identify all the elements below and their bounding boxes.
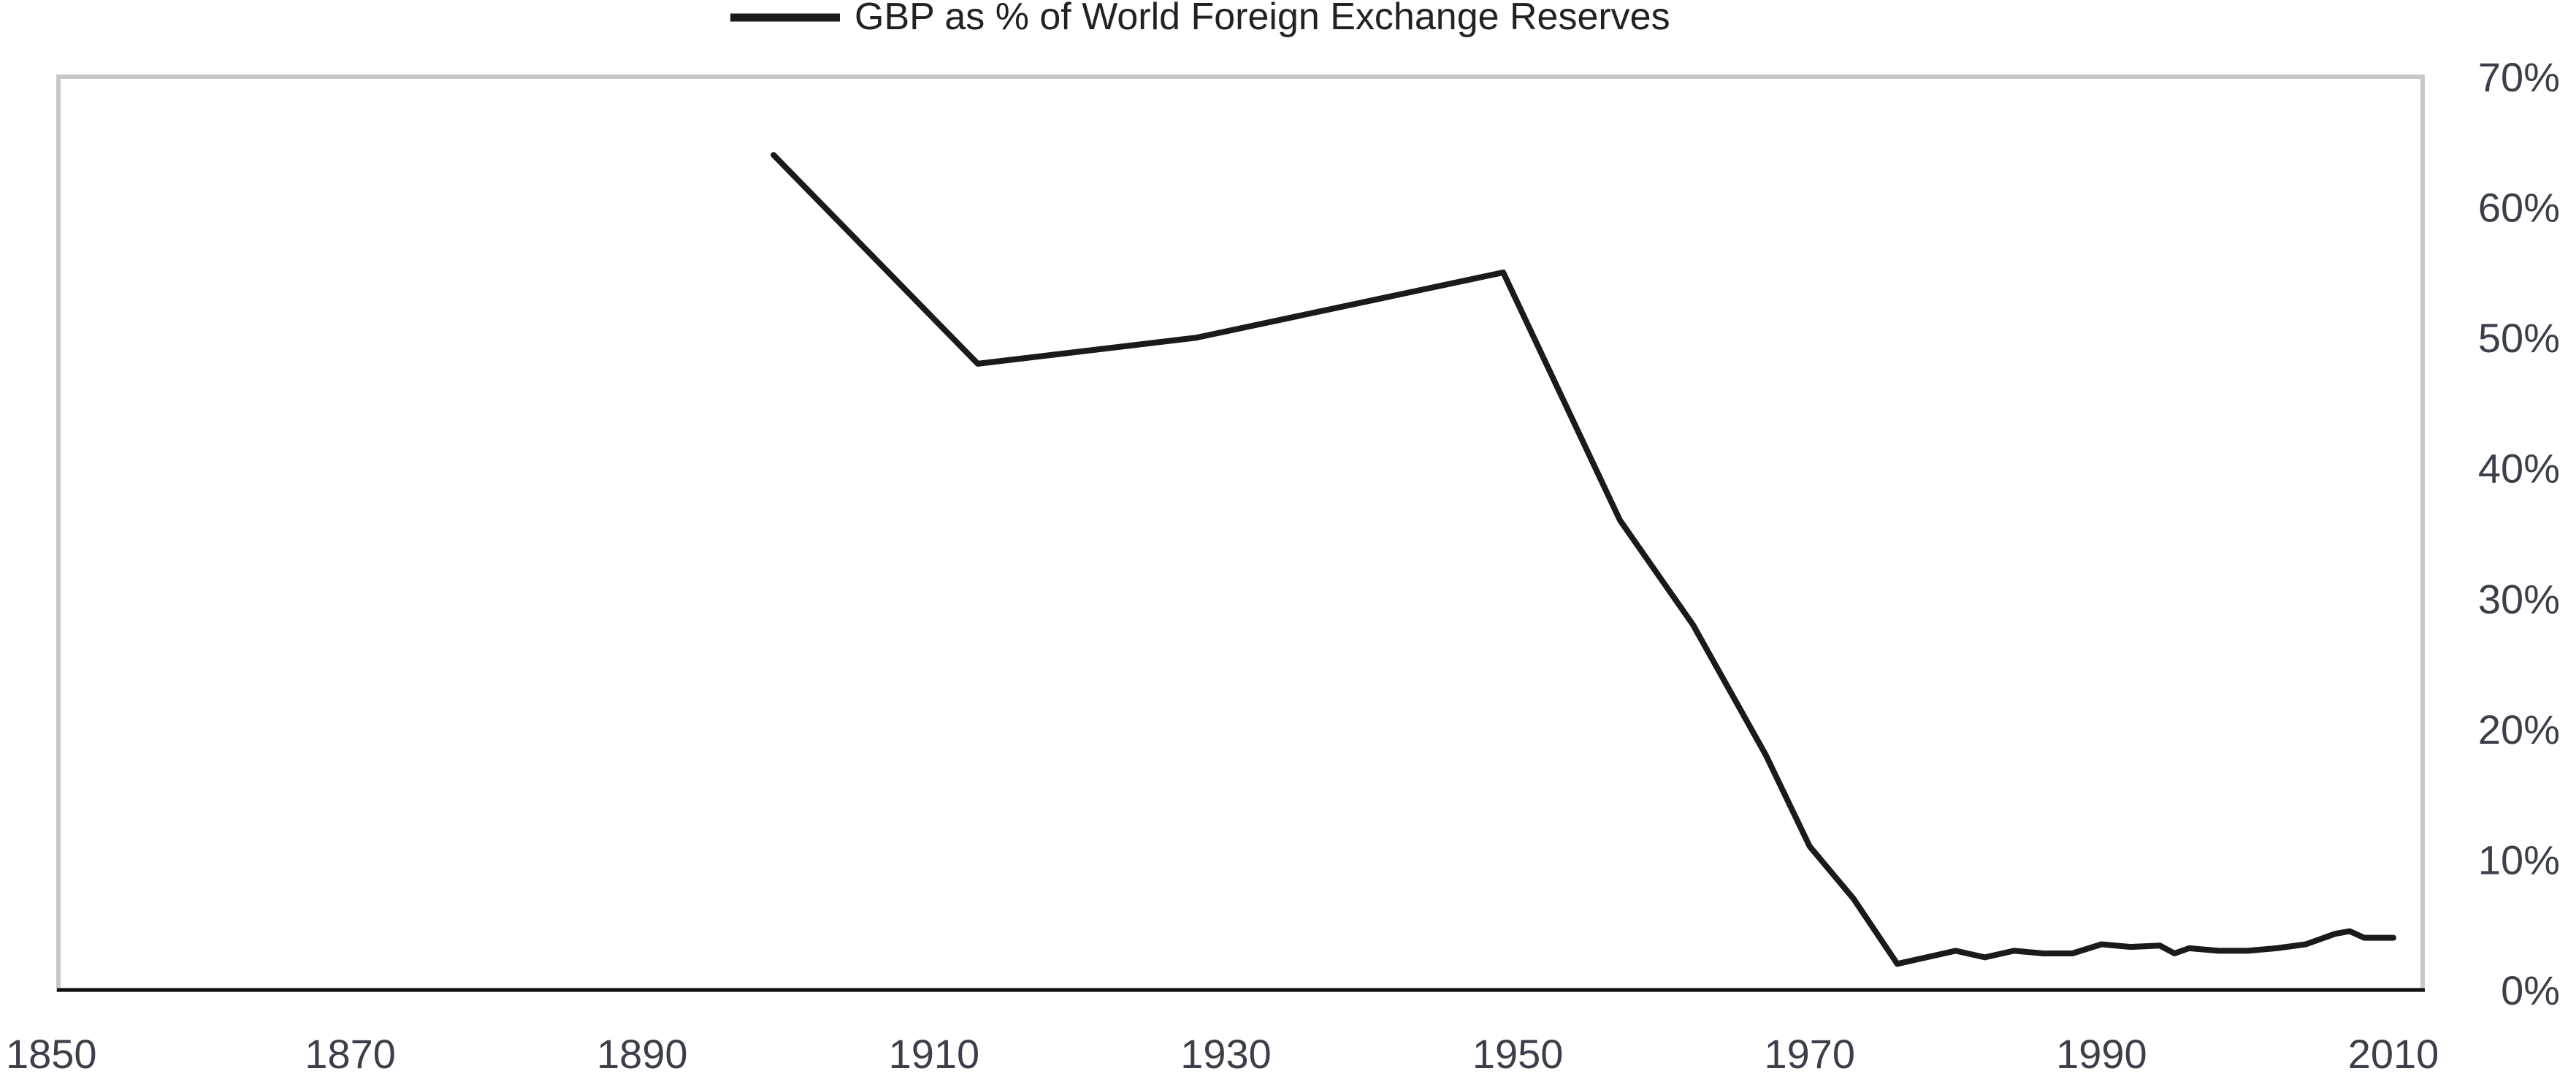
legend-label: GBP as % of World Foreign Exchange Reser… [855, 0, 1670, 38]
x-tick-label: 1850 [6, 1031, 97, 1077]
x-tick-label: 2010 [2348, 1031, 2439, 1077]
x-tick-label: 1910 [889, 1031, 980, 1077]
x-tick-label: 1990 [2056, 1031, 2147, 1077]
y-tick-labels: 0% 10% 20% 30% 40% 50% 60% 70% [2478, 54, 2560, 1013]
y-tick-label: 50% [2478, 315, 2560, 361]
y-tick-label: 20% [2478, 706, 2560, 753]
y-tick-label: 70% [2478, 54, 2560, 100]
x-tick-label: 1950 [1472, 1031, 1564, 1077]
y-tick-label: 0% [2501, 967, 2560, 1013]
series-line [771, 152, 2396, 967]
y-tick-label: 30% [2478, 576, 2560, 622]
y-tick-label: 40% [2478, 446, 2560, 492]
x-tick-label: 1970 [1764, 1031, 1855, 1077]
y-tick-label: 10% [2478, 837, 2560, 883]
x-tick-label: 1930 [1180, 1031, 1272, 1077]
plot-frame [56, 75, 2425, 992]
x-tick-label: 1870 [305, 1031, 396, 1077]
x-tick-label: 1890 [597, 1031, 688, 1077]
x-tick-labels: 1850 1870 1890 1910 1930 1950 1970 1990 2010 [6, 1031, 2439, 1077]
y-tick-label: 60% [2478, 185, 2560, 231]
legend: GBP as % of World Foreign Exchange Reser… [730, 0, 1670, 38]
series-layer [771, 152, 2396, 967]
